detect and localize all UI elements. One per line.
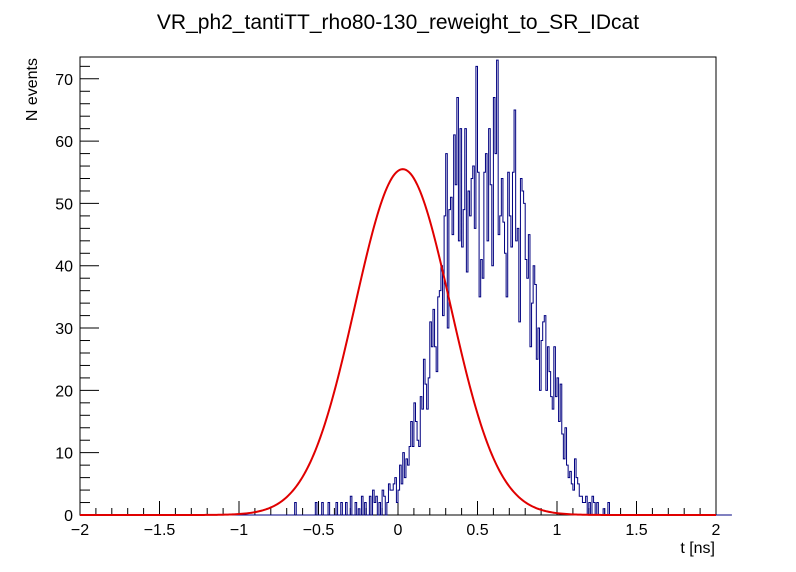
y-tick-label: 60 [55, 134, 73, 151]
plot-frame [79, 56, 717, 516]
gaussian-fit-curve [80, 168, 716, 516]
chart-title: VR_ph2_tantiTT_rho80-130_reweight_to_SR_… [157, 11, 639, 34]
y-tick-label: 50 [55, 196, 73, 213]
histogram-layer [80, 59, 732, 516]
x-tick-label: −0.5 [303, 522, 335, 539]
x-axis: −2 −1.5 −1 −0.5 0 0.5 1 1.5 2 [71, 501, 721, 539]
x-tick-label: 0.5 [466, 522, 488, 539]
y-axis: 0 10 20 30 40 50 60 70 [55, 65, 99, 525]
histogram-outline [80, 59, 732, 516]
fit-curve-layer [80, 168, 716, 516]
x-tick-label: −2 [71, 522, 89, 539]
x-tick-label: 1 [553, 522, 562, 539]
y-axis-label: N events [24, 58, 41, 121]
x-tick-label: 0 [394, 522, 403, 539]
y-tick-label: 40 [55, 259, 73, 276]
y-tick-label: 10 [55, 446, 73, 463]
y-tick-label: 0 [64, 508, 73, 525]
plot-area [79, 56, 717, 516]
x-tick-label: −1 [230, 522, 248, 539]
x-tick-label: −1.5 [144, 522, 176, 539]
x-tick-label: 2 [712, 522, 721, 539]
y-tick-label: 30 [55, 321, 73, 338]
x-tick-label: 1.5 [625, 522, 647, 539]
x-axis-label: t [ns] [680, 540, 715, 557]
y-tick-label: 70 [55, 72, 73, 89]
y-tick-label: 20 [55, 383, 73, 400]
